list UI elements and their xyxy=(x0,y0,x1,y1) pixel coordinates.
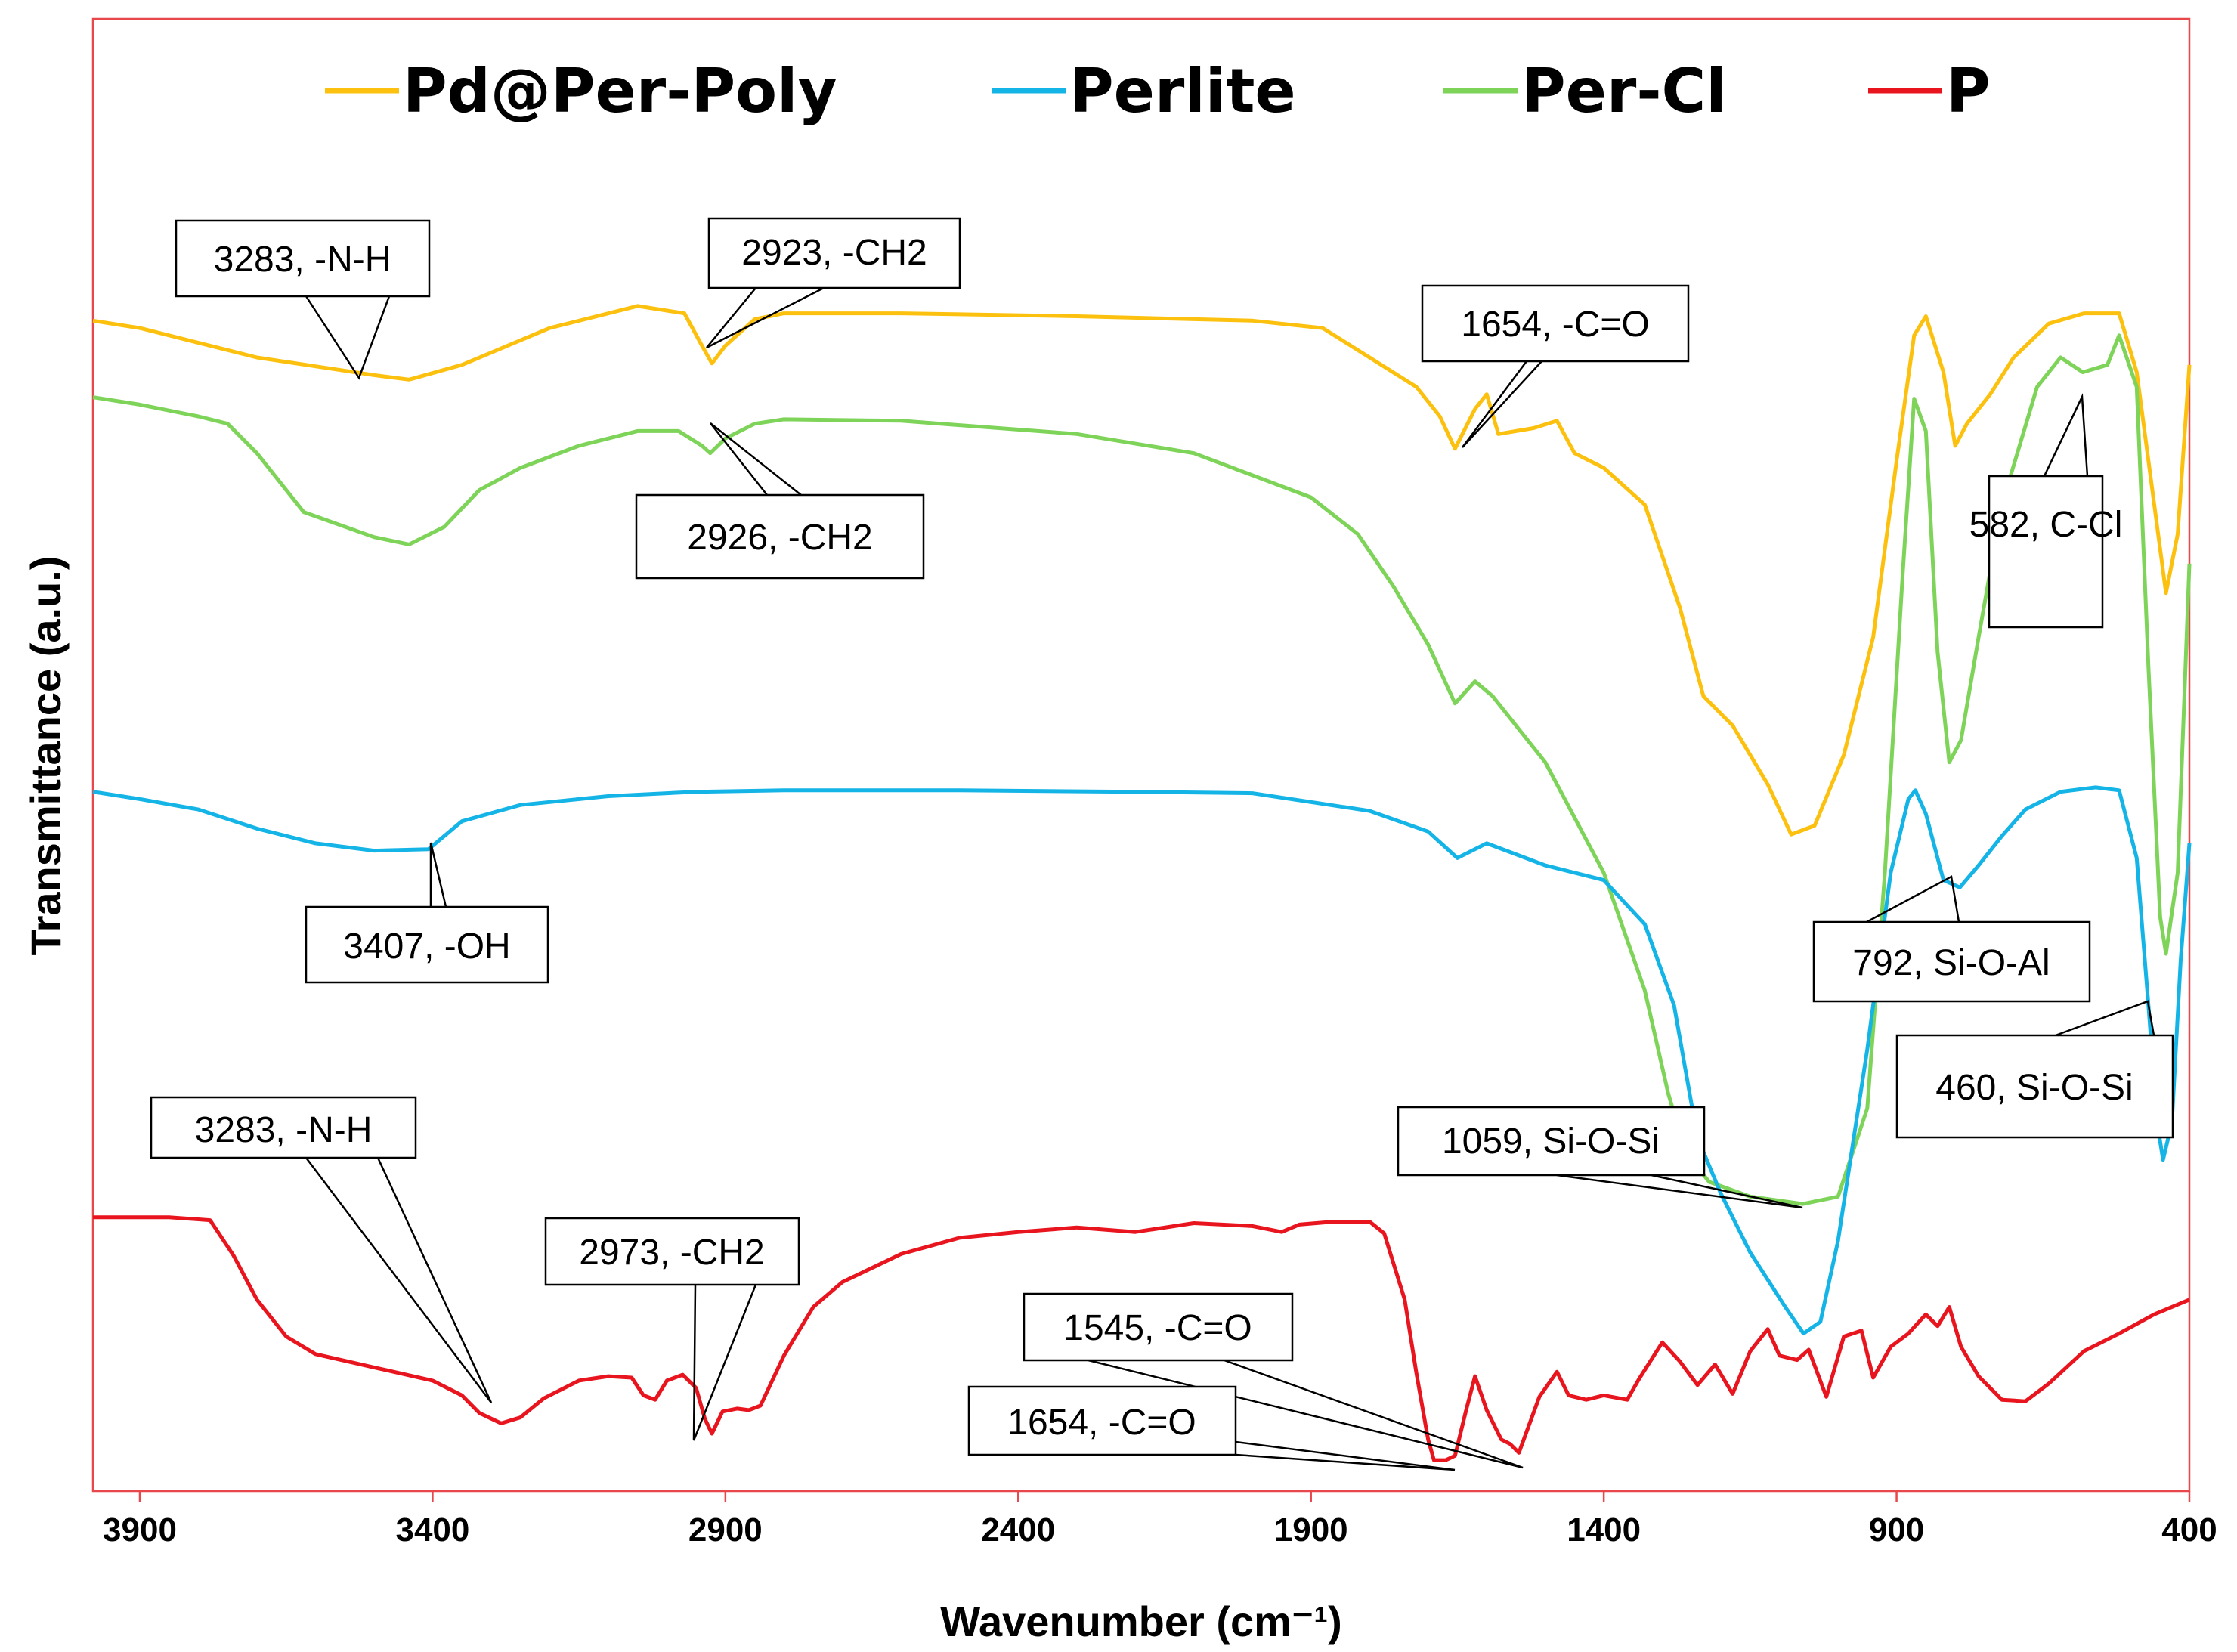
annotation-ppoly-nh: 3283, -N-H xyxy=(214,240,391,280)
annotation-leader-perlite-sioal xyxy=(1866,875,1960,923)
annotation-leader-p-ch2 xyxy=(692,1284,757,1441)
series-line-perlite xyxy=(92,785,2192,1336)
annotation-box-perlite-siosi-1059 xyxy=(1397,1106,1706,1177)
annotation-leader-p-nh xyxy=(305,1157,493,1403)
legend-label-pd-per-poly: Pd@Per-Poly xyxy=(403,56,837,126)
annotation-percl-ccl: 582, C-Cl xyxy=(1969,505,2123,545)
annotation-box-percl-ccl xyxy=(1988,475,2104,629)
annotation-box-ppoly-ch2 xyxy=(707,217,961,289)
annotation-leader-ppoly-ch2 xyxy=(706,286,825,349)
annotation-p-nh: 3283, -N-H xyxy=(195,1110,373,1150)
x-tick-label: 2400 xyxy=(981,1511,1055,1548)
legend: Pd@Per-Poly Perlite Per-Cl P xyxy=(325,56,1991,126)
annotation-leader-perlite-oh xyxy=(429,842,447,908)
series-line-pd-per-poly xyxy=(92,304,2192,837)
annotation-box-perlite-siosi-460 xyxy=(1895,1034,2174,1139)
annotation-leader-ppoly-co xyxy=(1461,360,1542,448)
annotation-leader-ppoly-nh xyxy=(305,295,391,380)
x-axis-title: Wavenumber (cm⁻¹) xyxy=(940,1598,1342,1645)
series-line-p xyxy=(93,1215,2190,1462)
annotation-box-ppoly-nh xyxy=(175,219,431,298)
annotation-perlite-siosi-460: 460, Si-O-Si xyxy=(1935,1068,2133,1108)
annotation-box-perlite-oh xyxy=(305,905,549,984)
annotation-box-p-co-1545 xyxy=(1023,1292,1294,1362)
annotation-perlite-oh: 3407, -OH xyxy=(343,927,510,967)
legend-label-per-cl: Per-Cl xyxy=(1521,56,1727,126)
annotation-leader-perlite-siosi-460 xyxy=(2055,1000,2155,1037)
annotation-box-p-ch2 xyxy=(544,1217,800,1286)
annotation-box-p-co-1654 xyxy=(967,1385,1237,1456)
y-axis-title: Transmittance (a.u.) xyxy=(22,555,70,955)
annotation-ppoly-ch2: 2923, -CH2 xyxy=(741,233,927,273)
x-tick-label: 900 xyxy=(1869,1511,1924,1548)
x-axis-ticks: 3900 3400 2900 2400 1900 1400 900 400 xyxy=(103,1491,2217,1548)
annotation-box-p-nh xyxy=(150,1096,417,1159)
annotation-percl-ch2: 2926, -CH2 xyxy=(687,518,872,558)
x-tick-label: 3400 xyxy=(395,1511,469,1548)
x-tick-label: 1900 xyxy=(1274,1511,1348,1548)
annotation-p-co-1545: 1545, -C=O xyxy=(1063,1308,1252,1348)
x-tick-label: 2900 xyxy=(688,1511,763,1548)
annotation-leader-percl-ccl xyxy=(2043,393,2089,477)
annotation-box-percl-ch2 xyxy=(635,493,925,580)
series-layer xyxy=(92,304,2192,1462)
annotation-p-co-1654: 1654, -C=O xyxy=(1007,1403,1196,1443)
legend-label-p: P xyxy=(1946,56,1991,126)
annotation-leader-perlite-siosi-1059 xyxy=(1556,1174,1803,1209)
legend-label-perlite: Perlite xyxy=(1069,56,1296,126)
series-line-per-cl xyxy=(92,333,2192,1206)
x-tick-label: 3900 xyxy=(103,1511,177,1548)
annotation-perlite-sioal: 792, Si-O-Al xyxy=(1852,943,2050,983)
annotation-leader-p-co-1654 xyxy=(1235,1440,1456,1471)
annotation-ppoly-co: 1654, -C=O xyxy=(1461,305,1649,345)
annotation-box-perlite-sioal xyxy=(1812,920,2091,1003)
annotation-box-ppoly-co xyxy=(1421,284,1690,363)
x-tick-label: 400 xyxy=(2161,1511,2217,1548)
chart-frame xyxy=(91,17,2191,1493)
annotations: 3283, -N-H 2923, -CH2 1654, -C=O 2926, -… xyxy=(150,217,2174,1471)
annotation-perlite-siosi-1059: 1059, Si-O-Si xyxy=(1442,1121,1660,1162)
x-tick-label: 1400 xyxy=(1567,1511,1641,1548)
annotation-leader-percl-ch2 xyxy=(710,422,802,496)
annotation-p-ch2: 2973, -CH2 xyxy=(579,1233,764,1273)
